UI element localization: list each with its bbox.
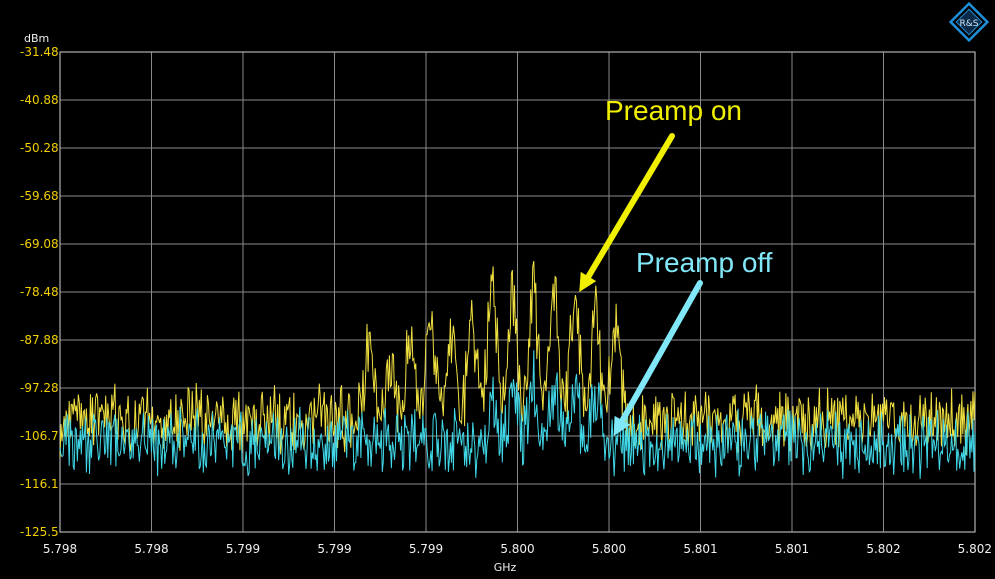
rohde-schwarz-logo-icon	[948, 1, 990, 43]
y-tick-label: -69.08	[20, 237, 59, 251]
logo-text: R&S	[960, 19, 979, 29]
annotation-preamp-on: Preamp on	[605, 95, 742, 126]
arrow-preamp-off	[613, 280, 703, 437]
x-tick-label: 5.799	[226, 542, 260, 556]
x-tick-label: 5.799	[409, 542, 443, 556]
x-tick-label: 5.799	[317, 542, 351, 556]
x-tick-label: 5.801	[683, 542, 717, 556]
trace-preamp-on	[59, 261, 976, 458]
x-unit-label: GHz	[494, 561, 517, 574]
y-tick-label: -50.28	[20, 141, 59, 155]
y-tick-label: -59.68	[20, 189, 59, 203]
x-tick-label: 5.800	[592, 542, 626, 556]
y-tick-label: -116.1	[20, 477, 59, 491]
y-tick-label: -97.28	[20, 381, 59, 395]
y-tick-label: -106.7	[20, 429, 59, 443]
trace-preamp-off	[59, 350, 976, 479]
x-tick-labels: 5.798 5.798 5.799 5.799 5.799 5.800 5.800 5.801…	[43, 542, 992, 556]
y-tick-label: -78.48	[20, 285, 59, 299]
arrow-preamp-on	[579, 133, 675, 292]
x-tick-label: 5.802	[958, 542, 992, 556]
plot-frame	[59, 51, 976, 533]
y-tick-label: -40.88	[20, 93, 59, 107]
annotation-preamp-off: Preamp off	[636, 247, 773, 278]
annotations: Preamp on Preamp off	[579, 95, 773, 437]
x-tick-label: 5.802	[866, 542, 900, 556]
x-tick-label: 5.798	[134, 542, 168, 556]
y-tick-labels: -31.48 -40.88 -50.28 -59.68 -69.08 -78.48 -87.…	[20, 45, 59, 539]
x-tick-label: 5.801	[775, 542, 809, 556]
traces	[59, 261, 976, 479]
x-tick-label: 5.798	[43, 542, 77, 556]
x-tick-label: 5.800	[500, 542, 534, 556]
y-tick-label: -31.48	[20, 45, 59, 59]
y-tick-label: -87.88	[20, 333, 59, 347]
y-unit-label: dBm	[24, 32, 49, 45]
y-tick-label: -125.5	[20, 525, 59, 539]
